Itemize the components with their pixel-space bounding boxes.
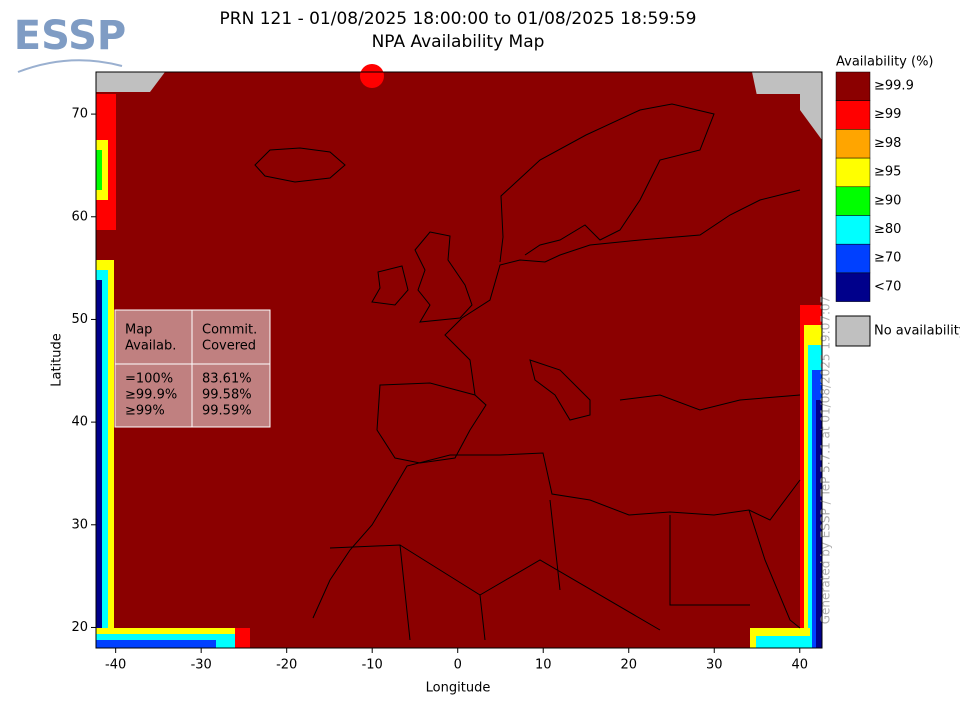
legend-swatch: [835, 272, 871, 302]
x-axis-label: Longitude: [426, 681, 491, 696]
legend-swatch: [835, 243, 871, 274]
legend-label: ≥80: [874, 222, 901, 237]
x-tick-label: 10: [535, 658, 552, 673]
logo-swoosh: [17, 59, 123, 73]
edge-band: [96, 640, 216, 648]
legend-label: ≥99.9: [874, 79, 914, 94]
x-tick-label: 0: [454, 658, 462, 673]
coastline: [499, 103, 715, 263]
watermark: Generated by ESSP / TeP 5.7.1 at 01/08/2…: [819, 296, 833, 625]
y-tick-label: 60: [71, 209, 88, 224]
edge-band: [96, 150, 102, 190]
y-tick-label: 40: [71, 415, 88, 430]
legend-swatch: [835, 157, 871, 188]
table-cell: 99.58%: [202, 388, 252, 403]
table-cell: =100%: [125, 372, 173, 387]
x-tick-label: 40: [791, 658, 808, 673]
table-header: Covered: [202, 339, 256, 354]
subtitle: NPA Availability Map: [372, 32, 545, 52]
title: PRN 121 - 01/08/2025 18:00:00 to 01/08/2…: [220, 9, 697, 29]
coastline: [371, 265, 409, 306]
legend-swatch: [835, 315, 871, 347]
y-tick-label: 20: [71, 620, 88, 635]
coastline: [312, 452, 801, 619]
edge-band: [235, 628, 250, 648]
legend-title: Availability (%): [836, 55, 934, 70]
legend-label: <70: [874, 279, 901, 294]
legend-swatch: [835, 215, 871, 245]
coastline: [619, 394, 801, 411]
table-header: Map: [125, 323, 152, 338]
legend-label: ≥98: [874, 136, 901, 151]
x-tick-label: -40: [105, 658, 126, 673]
edge-band: [816, 400, 822, 648]
edge-band: [96, 280, 102, 648]
no-availability-area: [96, 72, 165, 92]
coastline: [748, 509, 801, 629]
coastline: [414, 231, 473, 323]
y-tick-label: 50: [71, 312, 88, 327]
legend-label: No availability: [874, 324, 960, 339]
x-tick-label: -30: [191, 658, 212, 673]
plot-frame: [95, 71, 823, 649]
coastline: [254, 147, 346, 183]
coastline: [529, 359, 591, 421]
x-tick-label: 20: [620, 658, 637, 673]
legend-swatch: [835, 71, 871, 101]
edge-band: [360, 64, 384, 88]
table-cell: 99.59%: [202, 404, 252, 419]
legend-swatch: [835, 100, 871, 130]
table-cell: ≥99.9%: [125, 388, 177, 403]
x-tick-label: 30: [706, 658, 723, 673]
y-tick-label: 70: [71, 107, 88, 122]
legend-label: ≥95: [874, 165, 901, 180]
border: [329, 499, 750, 641]
x-tick-label: -20: [276, 658, 297, 673]
table-cell: ≥99%: [125, 404, 165, 419]
coastline: [444, 189, 801, 396]
table-header: Commit.: [202, 323, 257, 338]
y-axis-label: Latitude: [50, 333, 65, 387]
coastline: [376, 382, 487, 464]
legend-label: ≥90: [874, 193, 901, 208]
legend-swatch: [835, 129, 871, 159]
logo: ESSP: [14, 13, 126, 59]
legend-label: ≥70: [874, 251, 901, 266]
legend-label: ≥99: [874, 107, 901, 122]
table-header: Availab.: [125, 339, 176, 354]
table-cell: 83.61%: [202, 372, 252, 387]
y-tick-label: 30: [71, 517, 88, 532]
legend-swatch: [835, 186, 871, 216]
stats-table: [114, 309, 271, 428]
x-tick-label: -10: [362, 658, 383, 673]
edge-band: [756, 636, 812, 648]
